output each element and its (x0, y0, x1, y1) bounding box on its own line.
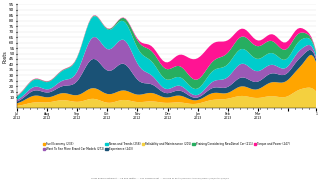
Legend: Fuel Economy (233), Want To See More Brand Car Models (272), News and Trends (25: Fuel Economy (233), Want To See More Bra… (42, 141, 291, 152)
Text: Cross Board Sentiment ... FB and Twitter ... Key Keyword Set ... Volume of Posts: Cross Board Sentiment ... FB and Twitter… (91, 177, 229, 179)
Y-axis label: Posts: Posts (3, 50, 8, 63)
